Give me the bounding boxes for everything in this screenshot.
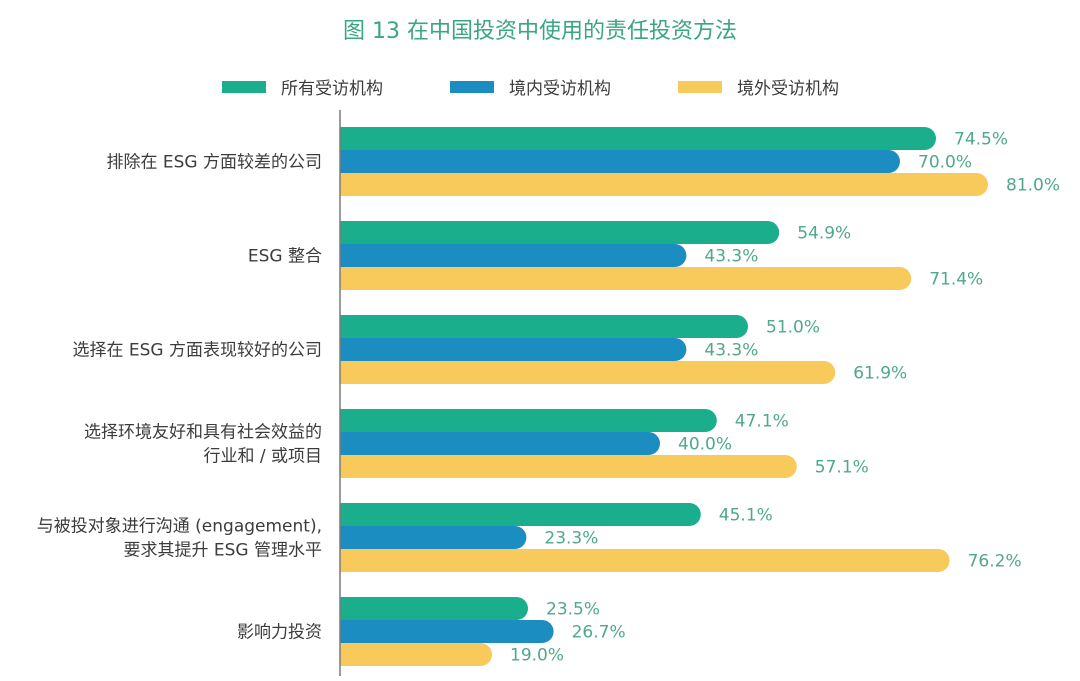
bar-cat1-series3: [340, 173, 988, 196]
legend-label-3: 境外受访机构: [737, 79, 839, 99]
value-label-cat1-series2: 70.0%: [918, 153, 972, 173]
legend-swatch-2: [450, 81, 494, 93]
bar-cat5-series3: [340, 549, 950, 572]
bar-cat4-series2: [340, 432, 660, 455]
legend-label-1: 所有受访机构: [281, 79, 383, 99]
legend-swatch-1: [222, 81, 266, 93]
value-label-cat3-series1: 51.0%: [766, 318, 820, 338]
value-label-cat6-series1: 23.5%: [546, 600, 600, 620]
category-label-2: ESG 整合: [248, 247, 322, 267]
bar-cat5-series1: [340, 503, 701, 526]
value-label-cat1-series1: 74.5%: [954, 130, 1008, 150]
category-label-5-line1: 与被投对象进行沟通 (engagement),: [37, 517, 322, 537]
legend-swatch-3: [678, 81, 722, 93]
bar-cat1-series2: [340, 150, 900, 173]
bars-group: [340, 127, 988, 666]
bar-cat1-series1: [340, 127, 936, 150]
value-label-cat4-series3: 57.1%: [815, 458, 869, 478]
bar-cat6-series2: [340, 620, 554, 643]
category-label-3: 选择在 ESG 方面表现较好的公司: [72, 341, 322, 361]
value-label-cat5-series1: 45.1%: [719, 506, 773, 526]
bar-cat4-series1: [340, 409, 717, 432]
value-label-cat5-series2: 23.3%: [544, 529, 598, 549]
value-label-cat3-series2: 43.3%: [704, 341, 758, 361]
value-label-cat3-series3: 61.9%: [853, 364, 907, 384]
bar-cat5-series2: [340, 526, 527, 549]
legend-label-2: 境内受访机构: [509, 79, 611, 99]
value-label-cat6-series2: 26.7%: [572, 623, 626, 643]
value-label-cat6-series3: 19.0%: [510, 646, 564, 666]
category-label-6: 影响力投资: [237, 623, 322, 643]
category-label-5-line2: 要求其提升 ESG 管理水平: [123, 541, 322, 561]
category-label-4-line1: 选择环境友好和具有社会效益的: [84, 423, 322, 443]
value-label-cat2-series1: 54.9%: [797, 224, 851, 244]
value-labels-group: 74.5% 70.0% 81.0% 54.9% 43.3% 71.4% 51.0% 43.3%…: [510, 130, 1060, 666]
bar-cat4-series3: [340, 455, 797, 478]
value-label-cat2-series3: 71.4%: [929, 270, 983, 290]
bar-cat3-series1: [340, 315, 748, 338]
bar-cat6-series1: [340, 597, 528, 620]
chart-title: 图 13 在中国投资中使用的责任投资方法: [343, 19, 737, 44]
bar-cat3-series2: [340, 338, 687, 361]
bar-cat2-series2: [340, 244, 687, 267]
category-label-1: 排除在 ESG 方面较差的公司: [106, 153, 322, 173]
value-label-cat2-series2: 43.3%: [704, 247, 758, 267]
value-label-cat1-series3: 81.0%: [1006, 176, 1060, 196]
value-label-cat5-series3: 76.2%: [968, 552, 1022, 572]
value-label-cat4-series1: 47.1%: [735, 412, 789, 432]
bar-cat3-series3: [340, 361, 836, 384]
bar-cat2-series3: [340, 267, 912, 290]
legend: 所有受访机构 境内受访机构 境外受访机构: [222, 79, 839, 99]
bar-cat2-series1: [340, 221, 780, 244]
value-label-cat4-series2: 40.0%: [678, 435, 732, 455]
category-label-4-line2: 行业和 / 或项目: [203, 447, 322, 467]
bar-cat6-series3: [340, 643, 492, 666]
